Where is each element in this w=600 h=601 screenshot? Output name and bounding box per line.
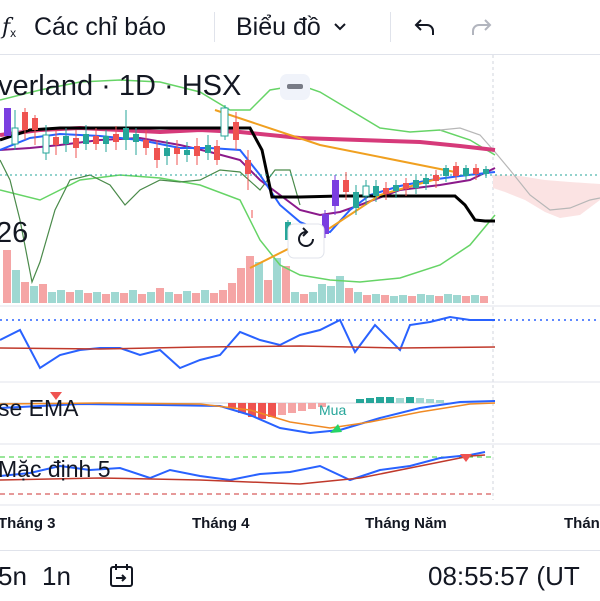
indicators-button[interactable]: Các chỉ báo bbox=[34, 0, 166, 54]
reset-icon bbox=[298, 231, 314, 247]
cloud-edge-line bbox=[439, 127, 600, 211]
undo-icon bbox=[414, 19, 434, 35]
fast-ma-line bbox=[0, 132, 496, 234]
sell-marker bbox=[50, 392, 62, 400]
clock-label: 08:55:57 (UT bbox=[428, 560, 580, 591]
bottom-toolbar: 5n 1n 08:55:57 (UT bbox=[0, 550, 600, 601]
chevron-down-icon bbox=[334, 23, 346, 31]
collapse-icon bbox=[287, 84, 303, 89]
buy-marker bbox=[330, 424, 342, 433]
buy-tag: Mua bbox=[319, 402, 346, 418]
x-axis-label: Tháng 4 bbox=[192, 515, 250, 532]
reset-chart-button[interactable] bbox=[287, 223, 325, 259]
toolbar-divider bbox=[214, 12, 215, 42]
chart-area[interactable]: verland · 1D · HSX 26 bbox=[0, 55, 600, 550]
price-fragment-label: 26 bbox=[0, 217, 28, 249]
interval-5n-label: 5n bbox=[0, 560, 27, 591]
indicators-label: Các chỉ báo bbox=[34, 12, 167, 41]
undo-button[interactable] bbox=[412, 0, 438, 54]
rsi-signal-line bbox=[0, 345, 496, 350]
macd-pane: Mua bbox=[0, 392, 496, 435]
macd-signal-line bbox=[0, 402, 496, 429]
x-axis-label: Tháng 3 bbox=[0, 515, 56, 532]
chart-type-label: Biểu đồ bbox=[236, 12, 321, 41]
clock-timezone-button[interactable]: 08:55:57 (UT bbox=[428, 551, 580, 601]
baseline-line bbox=[0, 126, 495, 223]
date-range-button[interactable] bbox=[108, 551, 136, 601]
toolbar-divider bbox=[390, 12, 391, 42]
redo-button[interactable] bbox=[468, 0, 494, 54]
lagging-span-line bbox=[0, 159, 301, 285]
upper-band-line bbox=[0, 79, 496, 156]
interval-1n-label: 1n bbox=[42, 560, 71, 591]
cloud-area bbox=[493, 175, 600, 218]
symbol-title: verland · 1D · HSX bbox=[0, 70, 241, 102]
indicator2-label: se EMA bbox=[0, 395, 79, 421]
lower-band-line bbox=[0, 174, 496, 283]
chart-type-button[interactable]: Biểu đồ bbox=[236, 0, 349, 54]
interval-1n-button[interactable]: 1n bbox=[42, 551, 71, 601]
x-axis-label: Tháng Năm bbox=[365, 515, 447, 532]
macd-line bbox=[0, 400, 496, 435]
indicator3-label: Mặc định 5 bbox=[0, 456, 111, 482]
rsi-line bbox=[0, 315, 495, 370]
interval-5n-button[interactable]: 5n bbox=[0, 551, 27, 601]
legend-toggle-button[interactable] bbox=[280, 74, 310, 100]
x-axis-label: Thán bbox=[564, 515, 600, 532]
calendar-goto-icon bbox=[110, 564, 133, 587]
candles bbox=[4, 105, 489, 250]
rsi-pane bbox=[0, 315, 600, 370]
oscillator-marker bbox=[460, 454, 472, 462]
oscillator-line bbox=[0, 451, 486, 482]
redo-icon bbox=[472, 19, 492, 35]
volume-bars bbox=[3, 250, 488, 303]
oscillator-signal-line bbox=[0, 454, 486, 485]
oscillator-pane bbox=[0, 451, 495, 495]
